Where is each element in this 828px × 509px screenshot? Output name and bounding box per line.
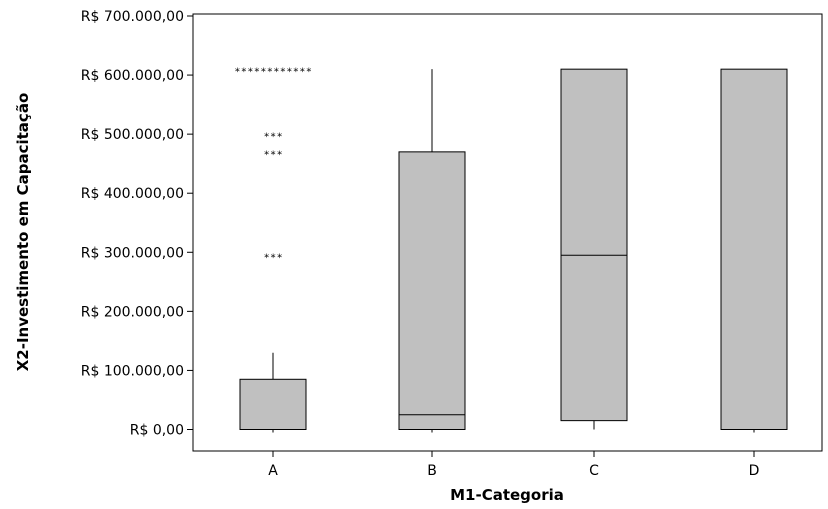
x-tick-label: B xyxy=(427,463,437,479)
y-tick-label: R$ 0,00 xyxy=(130,423,184,439)
outlier-marker: ∗ xyxy=(263,251,269,262)
outlier-marker: ∗ xyxy=(263,148,269,159)
outlier-marker: ∗ xyxy=(260,65,266,76)
outlier-marker: ∗ xyxy=(254,65,260,76)
box-A: ∗ ∗ ∗ ∗ ∗ ∗ ∗ ∗ ∗ ∗ ∗ ∗∗ ∗ ∗∗ ∗ ∗∗ ∗ ∗ xyxy=(234,65,312,433)
outlier-marker: ∗ xyxy=(263,130,269,141)
outlier-marker: ∗ xyxy=(270,251,276,262)
outlier-marker: ∗ xyxy=(234,65,240,76)
y-tick-label: R$ 300.000,00 xyxy=(81,245,184,261)
box-body xyxy=(720,68,788,431)
box-body xyxy=(560,68,628,422)
box-C xyxy=(560,68,628,430)
box-body xyxy=(239,378,307,430)
x-tick-label: C xyxy=(589,463,599,479)
outlier-marker: ∗ xyxy=(267,65,273,76)
x-tick-label: D xyxy=(749,463,760,479)
y-tick-label: R$ 700.000,00 xyxy=(81,9,184,25)
outlier-marker: ∗ xyxy=(270,148,276,159)
y-axis-title: X2-Investimento em Capacitação xyxy=(14,93,32,372)
outlier-marker: ∗ xyxy=(299,65,305,76)
y-axis: R$ 0,00 R$ 100.000,00 R$ 200.000,00 R$ 300.… xyxy=(81,9,193,439)
box-group: ∗ ∗ ∗ ∗ ∗ ∗ ∗ ∗ ∗ ∗ ∗ ∗∗ ∗ ∗∗ ∗ ∗∗ ∗ ∗ xyxy=(234,65,788,433)
y-tick-label: R$ 200.000,00 xyxy=(81,304,184,320)
outlier-marker: ∗ xyxy=(241,65,247,76)
outlier-marker: ∗ xyxy=(273,65,279,76)
y-tick-label: R$ 600.000,00 xyxy=(81,68,184,84)
box-B xyxy=(398,69,466,433)
box-body xyxy=(398,151,466,430)
x-axis-title: M1-Categoria xyxy=(450,486,564,504)
box-D xyxy=(720,68,788,433)
outlier-marker: ∗ xyxy=(293,65,299,76)
y-tick-label: R$ 400.000,00 xyxy=(81,186,184,202)
outlier-marker: ∗ xyxy=(306,65,312,76)
y-tick-label: R$ 100.000,00 xyxy=(81,363,184,379)
y-tick-label: R$ 500.000,00 xyxy=(81,127,184,143)
outlier-marker: ∗ xyxy=(276,148,282,159)
x-axis: A B C D xyxy=(268,451,759,479)
outlier-marker: ∗ xyxy=(247,65,253,76)
outlier-marker: ∗ xyxy=(270,130,276,141)
x-tick-label: A xyxy=(268,463,278,479)
outlier-marker: ∗ xyxy=(286,65,292,76)
outlier-marker: ∗ xyxy=(280,65,286,76)
plot-frame xyxy=(192,13,823,452)
outlier-marker: ∗ xyxy=(276,130,282,141)
outlier-marker: ∗ xyxy=(276,251,282,262)
